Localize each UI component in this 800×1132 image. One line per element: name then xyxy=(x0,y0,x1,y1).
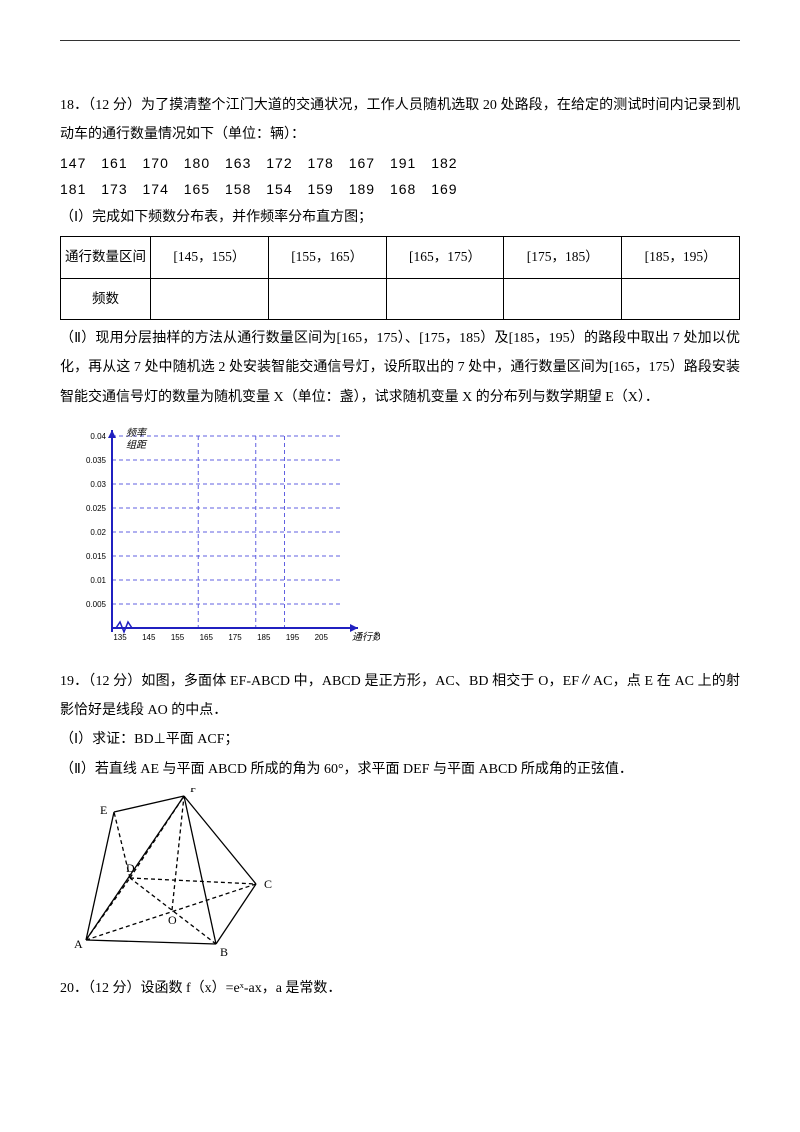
svg-text:0.005: 0.005 xyxy=(86,600,107,609)
polyhedron-diagram: A B C D E F O xyxy=(68,788,740,969)
cell-col-4: [175，185） xyxy=(504,237,622,278)
svg-text:205: 205 xyxy=(315,633,329,642)
svg-text:D: D xyxy=(126,861,135,875)
cell-col-5: [185，195） xyxy=(622,237,740,278)
svg-text:0.015: 0.015 xyxy=(86,552,107,561)
svg-text:0.03: 0.03 xyxy=(90,480,106,489)
q19-part2: （Ⅱ）若直线 AE 与平面 ABCD 所成的角为 60°，求平面 DEF 与平面… xyxy=(60,755,740,784)
cell-row-header-1: 通行数量区间 xyxy=(61,237,151,278)
svg-text:0.04: 0.04 xyxy=(90,432,106,441)
histogram-svg: 135 145 155 165 175 185 195 205 0.005 0.01 0.015 0.… xyxy=(60,418,380,653)
svg-text:155: 155 xyxy=(171,633,185,642)
svg-text:0.035: 0.035 xyxy=(86,456,107,465)
svg-text:0.02: 0.02 xyxy=(90,528,106,537)
svg-text:频率: 频率 xyxy=(126,427,148,439)
svg-text:195: 195 xyxy=(286,633,300,642)
svg-text:A: A xyxy=(74,937,83,951)
cell-col-3: [165，175） xyxy=(386,237,504,278)
row-header-1a: 通行数量区间 xyxy=(65,249,146,264)
table-row: 频数 xyxy=(61,278,740,319)
cell-blank xyxy=(151,278,269,319)
q18-data-row-1: 147 161 170 180 163 172 178 167 191 182 xyxy=(60,150,740,177)
frequency-table: 通行数量区间 [145，155） [155，165） [165，175） [17… xyxy=(60,236,740,320)
svg-text:F: F xyxy=(190,788,197,795)
polyhedron-svg: A B C D E F O xyxy=(68,788,278,958)
histogram-chart: 135 145 155 165 175 185 195 205 0.005 0.01 0.015 0.… xyxy=(60,418,740,664)
q18-data-row-2: 181 173 174 165 158 154 159 189 168 169 xyxy=(60,176,740,203)
svg-text:B: B xyxy=(220,945,228,958)
svg-text:O: O xyxy=(168,913,177,927)
q20-lead: 20．（12 分）设函数 f（x）=eˣ-ax，a 是常数． xyxy=(60,974,740,1003)
svg-text:C: C xyxy=(264,877,272,891)
q18-lead: 18．（12 分）为了摸清整个江门大道的交通状况，工作人员随机选取 20 处路段… xyxy=(60,91,740,150)
svg-text:通行数: 通行数 xyxy=(352,631,380,643)
svg-text:0.01: 0.01 xyxy=(90,576,106,585)
q18-part1: （Ⅰ）完成如下频数分布表，并作频率分布直方图； xyxy=(60,203,740,232)
cell-col-1: [145，155） xyxy=(151,237,269,278)
q18-part2: （Ⅱ）现用分层抽样的方法从通行数量区间为[165，175）、[175，185）及… xyxy=(60,324,740,412)
svg-text:组距: 组距 xyxy=(126,439,148,451)
svg-text:0.025: 0.025 xyxy=(86,504,107,513)
svg-text:145: 145 xyxy=(142,633,156,642)
q19-lead: 19．（12 分）如图，多面体 EF-ABCD 中，ABCD 是正方形，AC、B… xyxy=(60,667,740,726)
cell-blank xyxy=(504,278,622,319)
cell-row-header-2: 频数 xyxy=(61,278,151,319)
cell-col-2: [155，165） xyxy=(268,237,386,278)
svg-text:165: 165 xyxy=(200,633,214,642)
svg-text:E: E xyxy=(100,803,107,817)
cell-blank xyxy=(268,278,386,319)
svg-text:135: 135 xyxy=(113,633,127,642)
page-top-rule xyxy=(60,40,740,41)
cell-blank xyxy=(622,278,740,319)
table-row: 通行数量区间 [145，155） [155，165） [165，175） [17… xyxy=(61,237,740,278)
cell-blank xyxy=(386,278,504,319)
q19-part1: （Ⅰ）求证：BD⊥平面 ACF； xyxy=(60,725,740,754)
svg-text:175: 175 xyxy=(228,633,242,642)
svg-text:185: 185 xyxy=(257,633,271,642)
